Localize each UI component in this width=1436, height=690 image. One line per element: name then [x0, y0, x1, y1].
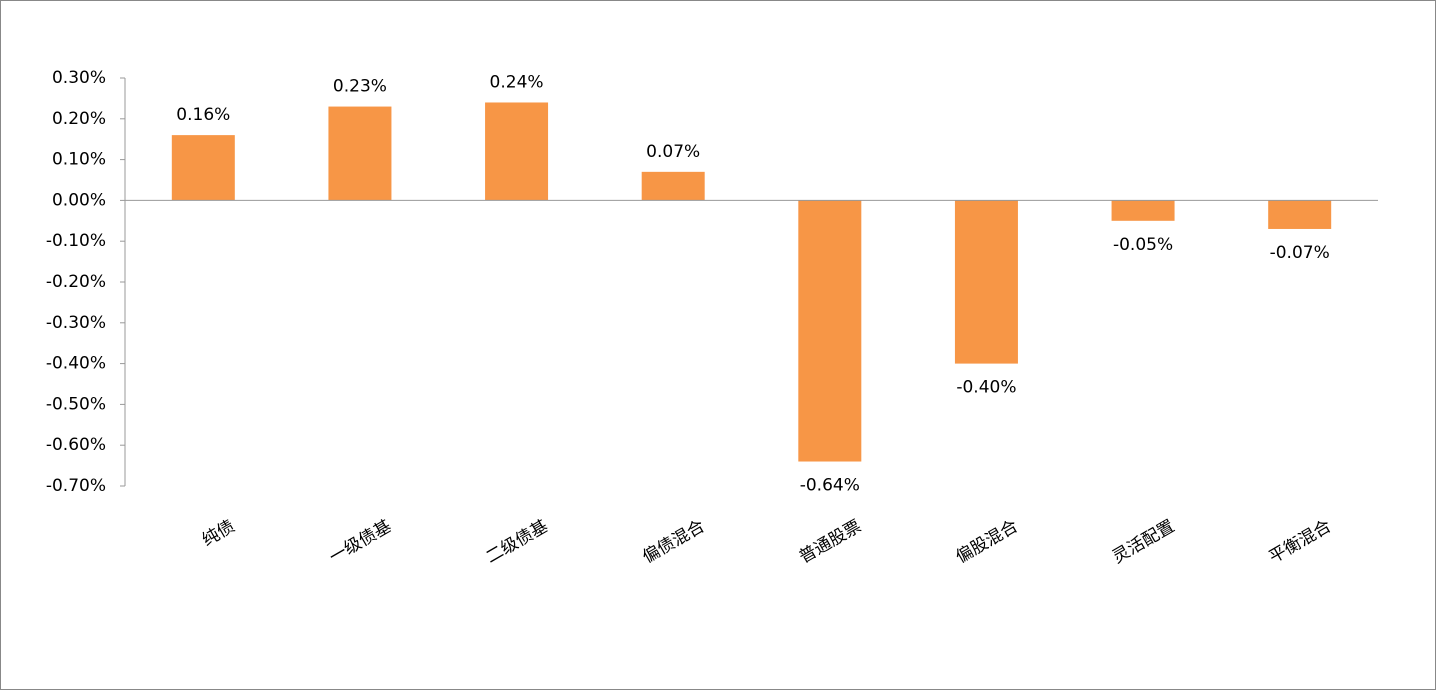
bar: [1268, 200, 1332, 229]
y-tick-label: -0.20%: [46, 272, 106, 292]
y-tick-label: 0.20%: [52, 109, 106, 129]
y-tick-label: 0.10%: [52, 150, 106, 170]
value-label: -0.07%: [1270, 243, 1330, 263]
y-tick-label: -0.50%: [46, 394, 106, 414]
bar: [1111, 200, 1175, 221]
bar: [954, 200, 1018, 364]
value-label: -0.40%: [956, 378, 1016, 398]
y-tick-label: -0.30%: [46, 313, 106, 333]
value-label: 0.23%: [333, 77, 387, 97]
value-label: -0.64%: [800, 476, 860, 496]
value-label: -0.05%: [1113, 235, 1173, 255]
bar: [485, 102, 549, 201]
y-tick-label: -0.70%: [46, 476, 106, 496]
value-label: 0.24%: [490, 72, 544, 92]
bar: [328, 106, 392, 201]
value-label: 0.07%: [646, 142, 700, 162]
value-label: 0.16%: [176, 105, 230, 125]
bar: [171, 135, 235, 201]
y-tick-label: -0.40%: [46, 354, 106, 374]
y-tick-label: 0.00%: [52, 190, 106, 210]
y-tick-label: -0.10%: [46, 231, 106, 251]
bar: [641, 171, 705, 201]
bar: [798, 200, 862, 462]
y-tick-label: -0.60%: [46, 435, 106, 455]
y-tick-label: 0.30%: [52, 68, 106, 88]
